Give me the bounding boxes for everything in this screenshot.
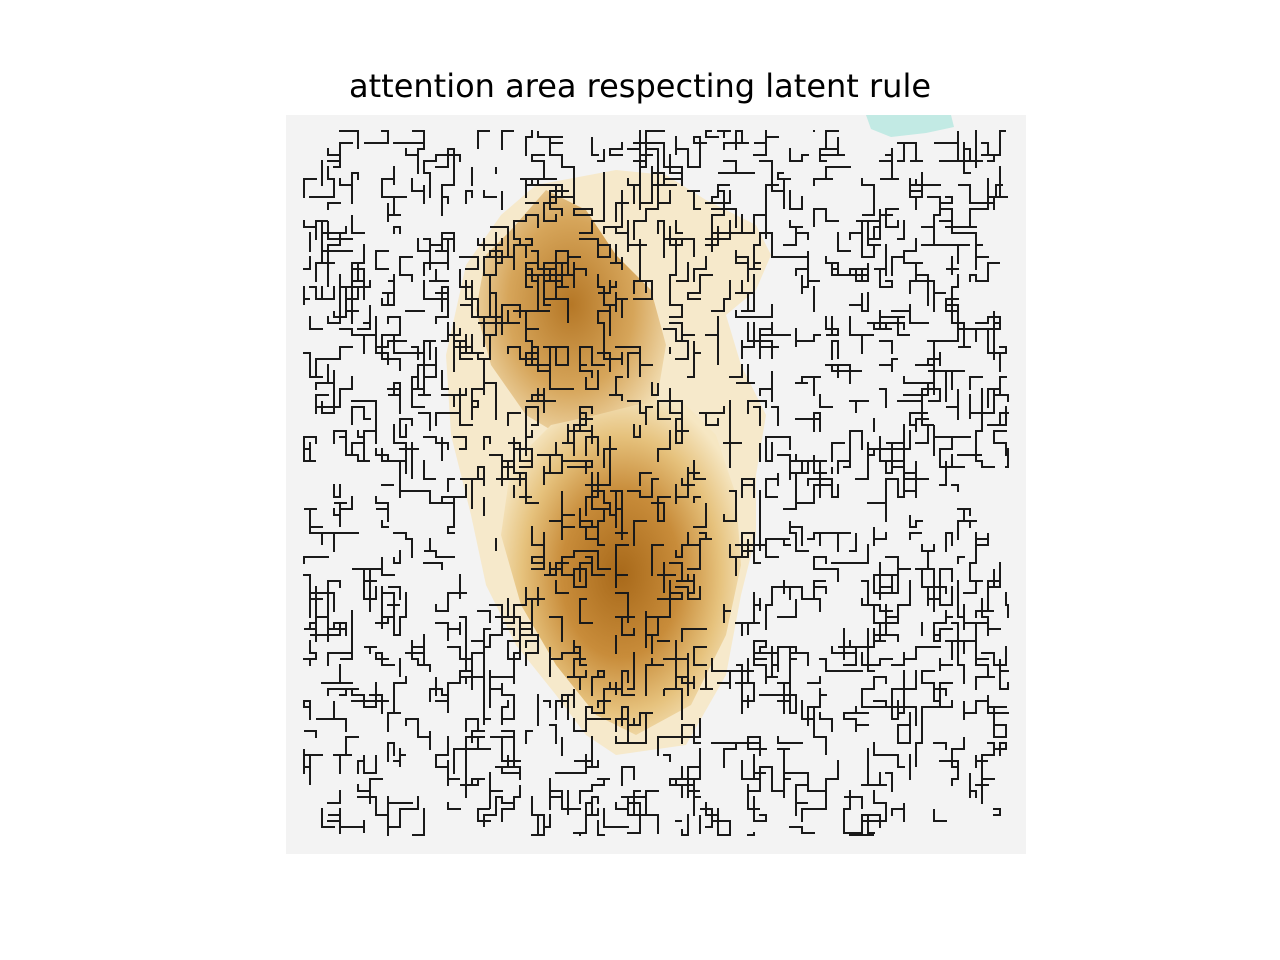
heatmap-canvas xyxy=(286,115,1026,854)
negative-attention-patch xyxy=(866,115,954,137)
figure-title: attention area respecting latent rule xyxy=(348,67,932,105)
attention-heatmap-image xyxy=(286,115,1026,854)
edge-contour-paths xyxy=(303,130,1009,836)
edge-contours xyxy=(303,130,1009,836)
attention-upper-lobe xyxy=(476,190,666,445)
